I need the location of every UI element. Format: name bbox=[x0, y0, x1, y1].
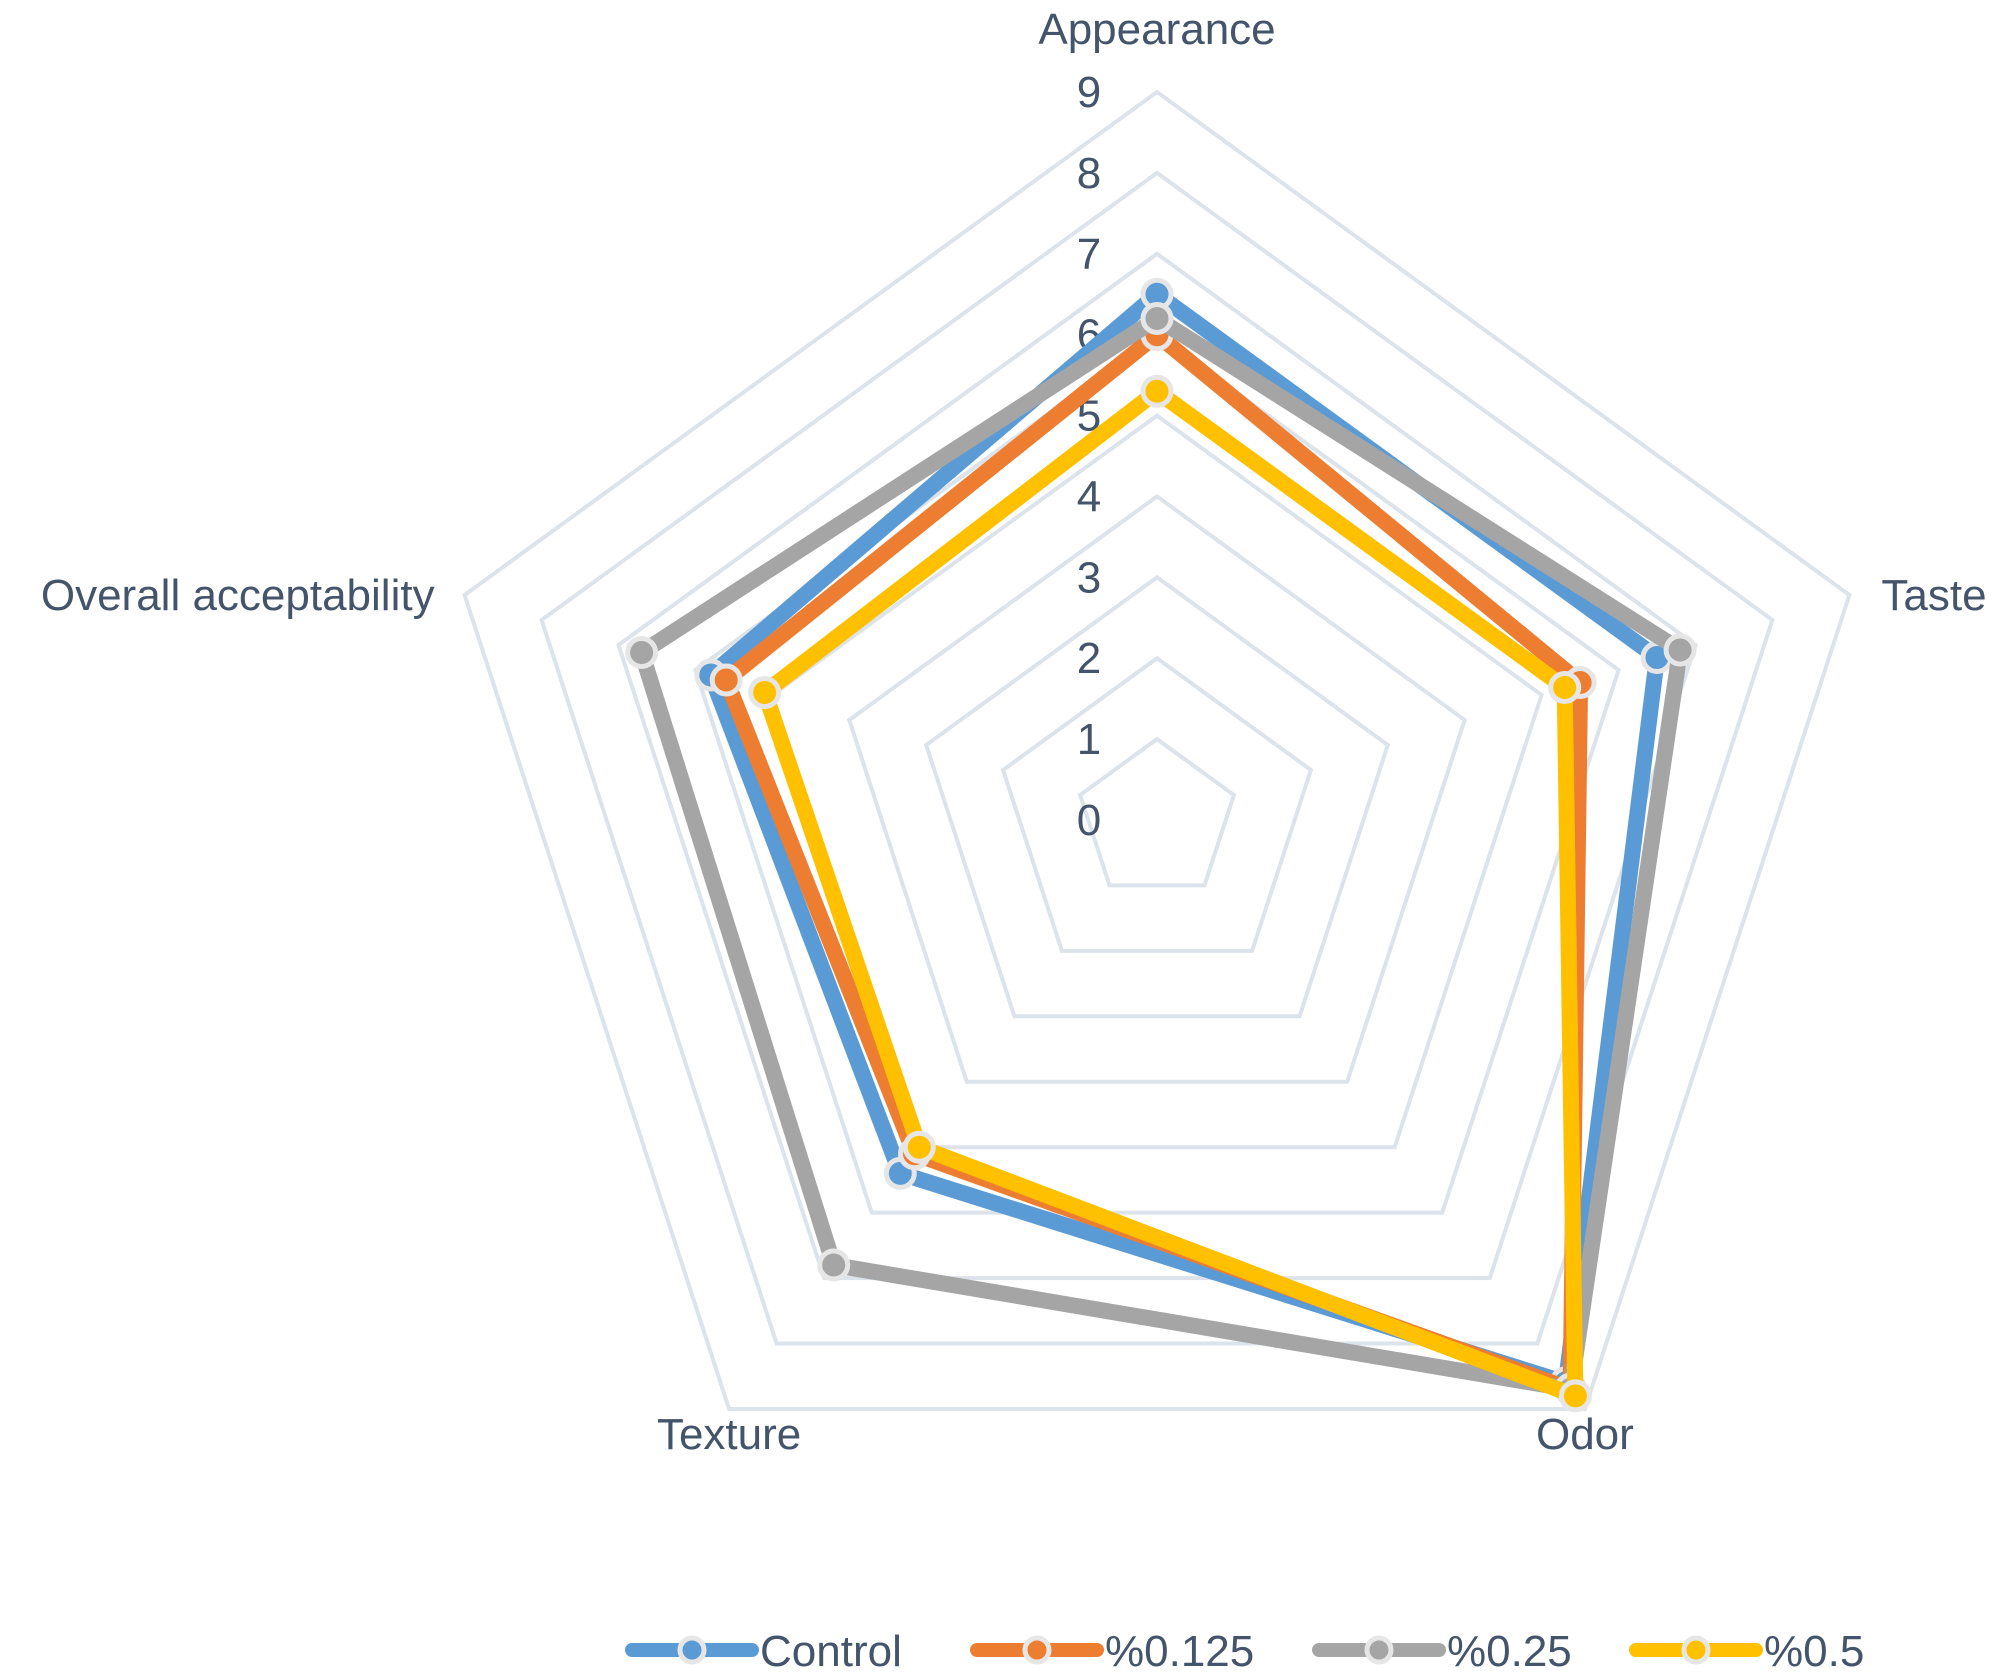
category-label-layer: Appearance Taste Odor Texture Overall accept… bbox=[41, 5, 1987, 1459]
series-group bbox=[694, 277, 1674, 1400]
data-point bbox=[817, 1248, 851, 1282]
category-label: Texture bbox=[657, 1410, 801, 1459]
data-point bbox=[1558, 1379, 1592, 1413]
legend-marker bbox=[1364, 1635, 1394, 1665]
category-label: Overall acceptability bbox=[41, 571, 435, 620]
tick-label: 2 bbox=[1077, 634, 1101, 683]
data-point bbox=[902, 1130, 936, 1164]
tick-label: 1 bbox=[1077, 715, 1101, 764]
data-point bbox=[1140, 302, 1174, 335]
legend-label: %0.125 bbox=[1105, 1627, 1254, 1675]
tick-label: 0 bbox=[1077, 796, 1101, 845]
gridline-ring-4 bbox=[846, 493, 1468, 1084]
legend: Control %0.125 %0.25 %0.5 bbox=[625, 1627, 1864, 1675]
data-point bbox=[625, 636, 659, 669]
category-label: Taste bbox=[1881, 571, 1986, 620]
gridline-ring-1 bbox=[1077, 736, 1237, 888]
legend-label: %0.25 bbox=[1447, 1627, 1572, 1675]
legend-marker bbox=[1022, 1635, 1052, 1665]
gridline-ring-9 bbox=[462, 89, 1852, 1411]
data-point bbox=[1663, 633, 1697, 667]
series-line bbox=[756, 383, 1584, 1404]
category-label: Odor bbox=[1536, 1410, 1634, 1459]
tick-label: 4 bbox=[1077, 472, 1101, 521]
series-layer bbox=[625, 277, 1697, 1413]
legend-item: %0.125 bbox=[970, 1627, 1254, 1675]
series-group bbox=[748, 374, 1592, 1413]
gridline-ring-5 bbox=[770, 413, 1544, 1150]
legend-item: %0.5 bbox=[1629, 1627, 1864, 1675]
data-point bbox=[748, 676, 782, 709]
tick-label: 8 bbox=[1077, 149, 1101, 198]
legend-item: %0.25 bbox=[1312, 1627, 1572, 1675]
legend-item: Control bbox=[625, 1627, 902, 1675]
category-label: Appearance bbox=[1038, 5, 1275, 54]
data-point bbox=[1140, 374, 1174, 408]
tick-label: 9 bbox=[1077, 68, 1101, 117]
grid-layer bbox=[462, 89, 1852, 1411]
data-point bbox=[709, 663, 743, 697]
legend-marker bbox=[1681, 1635, 1711, 1665]
legend-marker bbox=[677, 1635, 707, 1665]
gridline-ring-3 bbox=[923, 574, 1391, 1019]
legend-label: Control bbox=[760, 1627, 902, 1675]
gridline-ring-8 bbox=[539, 170, 1775, 1346]
tick-label: 3 bbox=[1077, 553, 1101, 602]
data-point bbox=[1548, 671, 1582, 704]
gridline-ring-7 bbox=[616, 251, 1698, 1281]
series-group bbox=[625, 302, 1697, 1406]
gridline-ring-2 bbox=[1000, 655, 1314, 953]
legend-label: %0.5 bbox=[1764, 1627, 1864, 1675]
series-line bbox=[633, 310, 1689, 1398]
series-line bbox=[702, 286, 1665, 1391]
tick-label: 7 bbox=[1077, 230, 1101, 279]
